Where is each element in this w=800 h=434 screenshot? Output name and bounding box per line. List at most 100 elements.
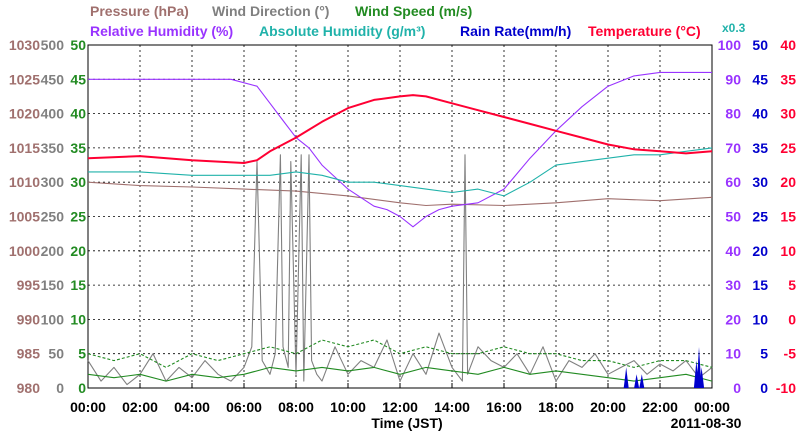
y-tick-label-pressure: 1020 [9, 106, 40, 122]
legend-pressure: Pressure (hPa) [90, 3, 189, 19]
y-tick-label-wind-direction: 350 [41, 140, 65, 156]
y-tick-label-rain-rate: 35 [752, 140, 768, 156]
y-tick-label-relative-humidity: 80 [725, 106, 741, 122]
y-tick-label-temperature: -5 [784, 346, 797, 362]
x-tick-label: 04:00 [174, 399, 210, 415]
y-tick-label-rain-rate: 5 [760, 346, 768, 362]
y-tick-label-relative-humidity: 50 [725, 209, 741, 225]
y-tick-label-wind-direction: 450 [41, 71, 65, 87]
y-tick-label-temperature: 20 [780, 174, 796, 190]
y-tick-label-pressure: 1010 [9, 174, 40, 190]
y-tick-label-temperature: 5 [788, 277, 796, 293]
y-tick-label-wind-speed: 15 [70, 277, 86, 293]
legend-wind-direction: Wind Direction (°) [212, 3, 329, 19]
legend-rain-rate: Rain Rate(mm/h) [460, 23, 571, 39]
legend-row-2: Relative Humidity (%) Absolute Humidity … [90, 21, 746, 39]
y-tick-label-pressure: 985 [17, 346, 41, 362]
y-tick-label-wind-direction: 250 [41, 209, 65, 225]
y-tick-label-relative-humidity: 0 [733, 380, 741, 396]
y-tick-label-rain-rate: 10 [752, 311, 768, 327]
grid-lines [88, 45, 712, 388]
y-tick-label-relative-humidity: 30 [725, 277, 741, 293]
series-pressure-hpa [87, 181, 713, 207]
y-tick-label-relative-humidity: 70 [725, 140, 741, 156]
y-tick-label-wind-speed: 10 [70, 311, 86, 327]
y-tick-label-pressure: 1030 [9, 37, 40, 53]
y-tick-label-wind-speed: 5 [78, 346, 86, 362]
x-tick-label: 10:00 [330, 399, 366, 415]
x-tick-label: 08:00 [278, 399, 314, 415]
y-tick-label-wind-speed: 35 [70, 140, 86, 156]
y-tick-label-pressure: 1025 [9, 71, 40, 87]
y-tick-label-relative-humidity: 90 [725, 71, 741, 87]
x-axis-label: Time (JST) [371, 415, 442, 431]
x-tick-label: 00:00 [70, 399, 106, 415]
y-tick-label-wind-speed: 30 [70, 174, 86, 190]
legend-absolute-humidity: Absolute Humidity (g/m³) [259, 23, 425, 39]
y-tick-label-wind-direction: 100 [41, 311, 65, 327]
y-tick-label-temperature: -10 [776, 380, 796, 396]
y-tick-label-rain-rate: 40 [752, 106, 768, 122]
series-wind-direction [87, 154, 713, 386]
legend-multiplier-note: x0.3 [722, 21, 746, 35]
y-tick-label-relative-humidity: 20 [725, 311, 741, 327]
legend-relative-humidity: Relative Humidity (%) [90, 23, 233, 39]
y-tick-label-pressure: 1000 [9, 243, 40, 259]
y-tick-label-wind-speed: 0 [78, 380, 86, 396]
legend-wind-speed: Wind Speed (m/s) [355, 3, 472, 19]
series-rain-rate-mm-h [623, 346, 705, 388]
date-label: 2011-08-30 [671, 415, 742, 431]
y-tick-label-rain-rate: 45 [752, 71, 768, 87]
y-tick-label-pressure: 990 [17, 311, 41, 327]
x-tick-label: 12:00 [382, 399, 418, 415]
x-tick-label: 14:00 [434, 399, 470, 415]
legend-row-1: Pressure (hPa) Wind Direction (°) Wind S… [90, 3, 472, 19]
axes-layer: 00:00 02:00 04:00 06:00 08:00 10:00 12:00 14:00… [9, 37, 796, 415]
y-tick-label-rain-rate: 50 [752, 37, 768, 53]
x-tick-label: 00:00 [694, 399, 730, 415]
y-tick-label-relative-humidity: 60 [725, 174, 741, 190]
series-relative-humidity [88, 71, 712, 228]
rain-rate-bar [634, 374, 640, 388]
series-wind-speed-max-m-s [87, 339, 713, 368]
y-tick-label-wind-direction: 300 [41, 174, 65, 190]
y-tick-label-relative-humidity: 100 [718, 37, 742, 53]
y-tick-label-rain-rate: 0 [760, 380, 768, 396]
rain-rate-bar [696, 346, 702, 388]
y-tick-label-temperature: 0 [788, 311, 796, 327]
x-tick-label: 18:00 [538, 399, 574, 415]
y-tick-label-rain-rate: 30 [752, 174, 768, 190]
y-tick-label-pressure: 1015 [9, 140, 40, 156]
y-tick-label-temperature: 10 [780, 243, 796, 259]
y-tick-label-wind-direction: 150 [41, 277, 65, 293]
x-tick-label: 20:00 [590, 399, 626, 415]
series-wind-speed-m-s [87, 366, 713, 382]
y-tick-label-wind-direction: 200 [41, 243, 65, 259]
y-tick-label-wind-direction: 400 [41, 106, 65, 122]
y-tick-label-wind-direction: 50 [48, 346, 64, 362]
y-tick-label-pressure: 980 [17, 380, 41, 396]
x-tick-label: 02:00 [122, 399, 158, 415]
y-tick-label-temperature: 25 [780, 140, 796, 156]
y-tick-label-pressure: 1005 [9, 209, 40, 225]
y-tick-label-wind-speed: 40 [70, 106, 86, 122]
x-tick-label: 16:00 [486, 399, 522, 415]
x-tick-label: 06:00 [226, 399, 262, 415]
y-tick-label-temperature: 15 [780, 209, 796, 225]
y-tick-label-wind-speed: 25 [70, 209, 86, 225]
y-tick-label-wind-speed: 20 [70, 243, 86, 259]
y-tick-label-relative-humidity: 10 [725, 346, 741, 362]
y-tick-label-rain-rate: 15 [752, 277, 768, 293]
series-absolute-humidity-g-m [88, 147, 713, 197]
y-tick-label-temperature: 40 [780, 37, 796, 53]
y-tick-label-wind-direction: 0 [56, 380, 64, 396]
y-tick-label-wind-speed: 50 [70, 37, 86, 53]
series-temperature-c [87, 94, 713, 164]
legend-temperature: Temperature (°C) [588, 23, 701, 39]
series-layer [87, 71, 713, 388]
y-tick-label-wind-speed: 45 [70, 71, 86, 87]
y-tick-label-rain-rate: 20 [752, 243, 768, 259]
y-tick-label-temperature: 30 [780, 106, 796, 122]
x-tick-label: 22:00 [642, 399, 678, 415]
